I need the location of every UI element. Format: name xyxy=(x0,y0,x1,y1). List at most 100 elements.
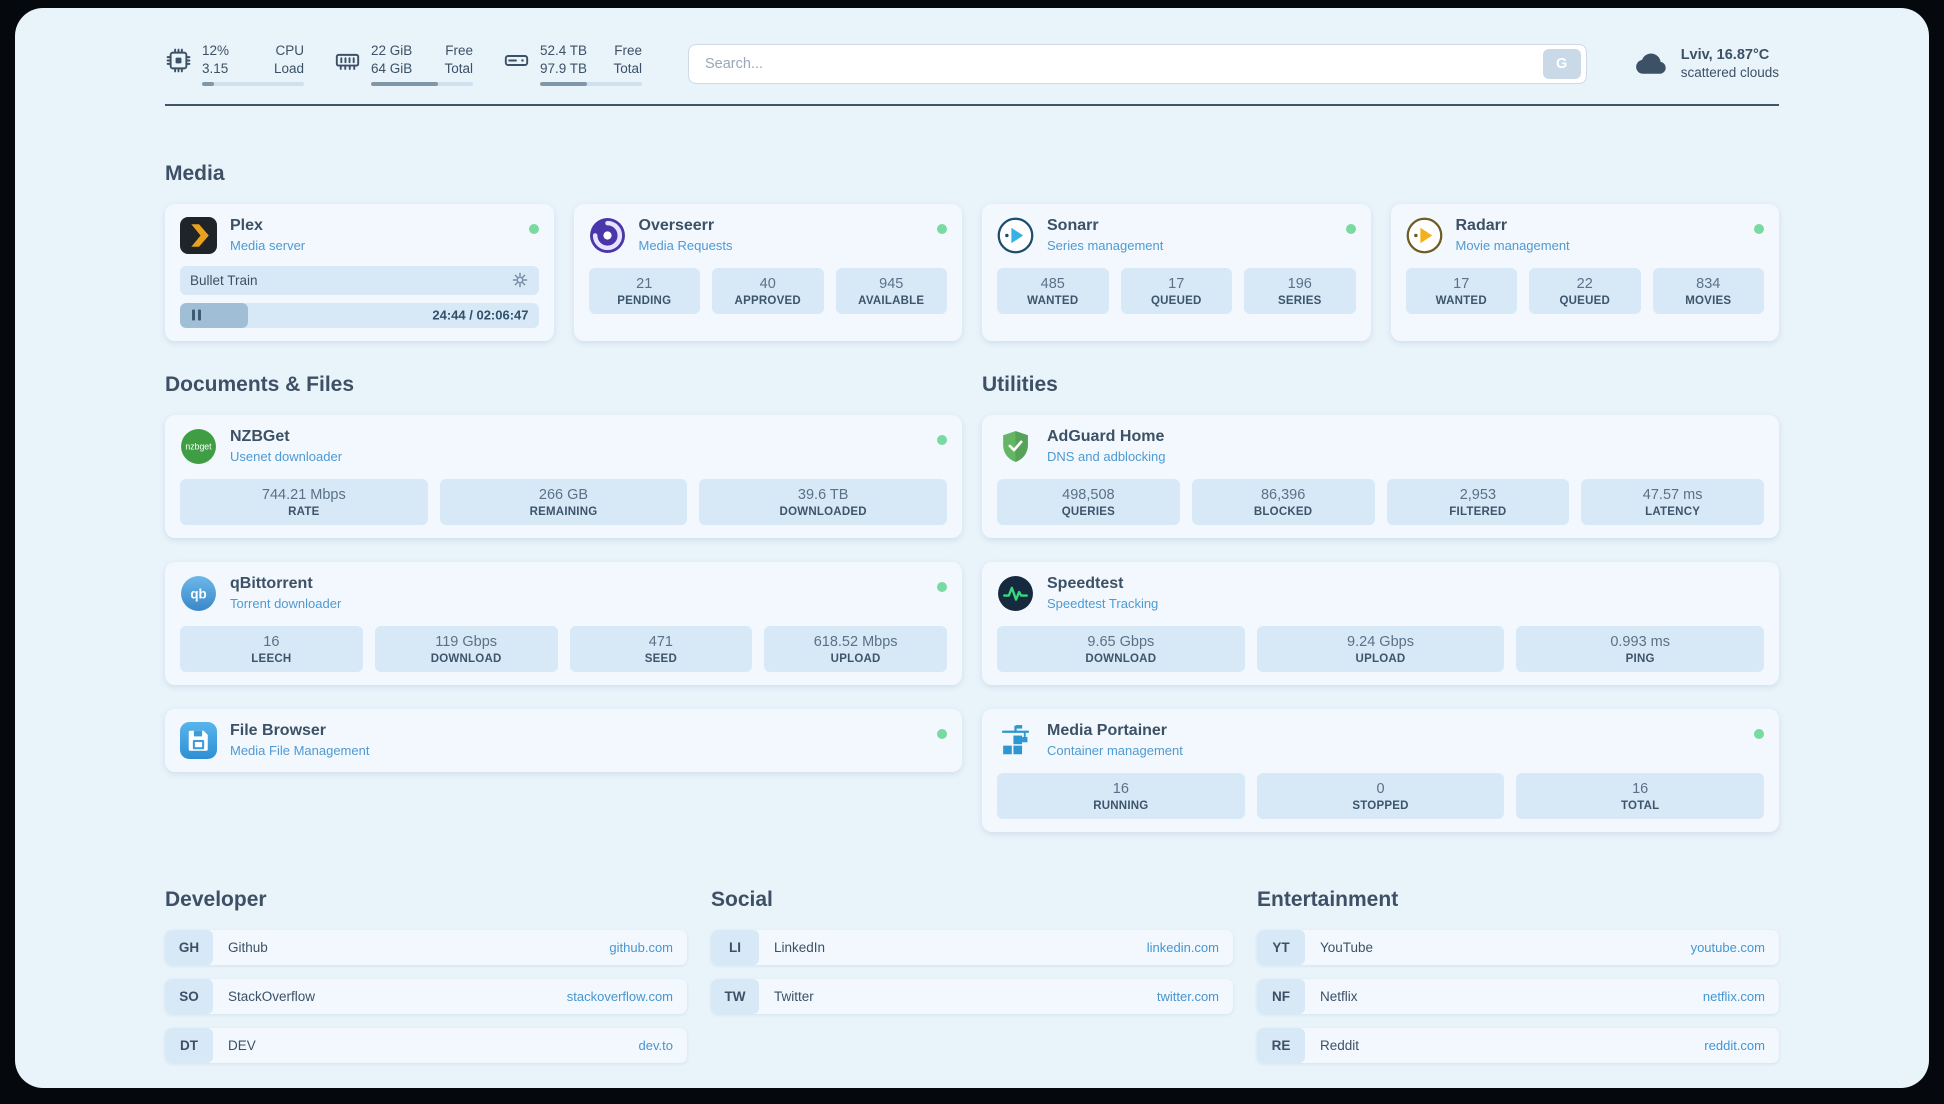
weather-widget: Lviv, 16.87°C scattered clouds xyxy=(1633,46,1779,82)
bookmark-url[interactable]: github.com xyxy=(609,939,673,955)
utilities-heading: Utilities xyxy=(982,372,1058,396)
card-title: qBittorrent xyxy=(230,575,313,593)
disk-monitor: 52.4 TB Free 97.9 TB Total xyxy=(503,42,642,86)
card-title: AdGuard Home xyxy=(1047,428,1165,446)
pause-icon[interactable] xyxy=(190,309,202,321)
disk-progress-bar xyxy=(540,81,642,86)
qbittorrent-logo-icon: qb xyxy=(180,575,217,612)
system-monitors: 12% CPU 3.15 Load 22 GiB Free xyxy=(165,42,642,86)
bookmark-netflix[interactable]: NF Netflix netflix.com xyxy=(1257,978,1779,1014)
bookmark-name: YouTube xyxy=(1320,939,1374,955)
bookmark-url[interactable]: youtube.com xyxy=(1690,939,1765,955)
nzbget-logo-icon: nzbget xyxy=(180,428,217,465)
bookmark-name: LinkedIn xyxy=(774,939,826,955)
card-nzbget[interactable]: nzbget NZBGet Usenet downloader 744.21 M… xyxy=(165,414,962,538)
card-portainer[interactable]: Media Portainer Container management 16 … xyxy=(982,708,1779,832)
status-dot xyxy=(1345,223,1356,234)
stat-latency: 47.57 ms LATENCY xyxy=(1581,478,1764,525)
bookmark-name: StackOverflow xyxy=(228,988,316,1004)
status-dot xyxy=(937,434,947,445)
bookmark-groups: Developer GH Github github.com SO StackO… xyxy=(165,888,1779,1087)
stat-available: 945 AVAILABLE xyxy=(835,267,947,314)
bookmark-name: Github xyxy=(228,939,268,955)
card-title: Plex xyxy=(230,217,263,235)
sonarr-logo-icon xyxy=(997,217,1034,254)
card-subtitle: DNS and adblocking xyxy=(1047,449,1166,465)
bookmark-url[interactable]: stackoverflow.com xyxy=(566,988,673,1004)
card-title: Radarr xyxy=(1455,217,1508,235)
weather-location: Lviv, 16.87°C xyxy=(1680,47,1770,64)
status-dot xyxy=(937,728,947,739)
card-title: Media Portainer xyxy=(1047,722,1168,740)
cpu-monitor: 12% CPU 3.15 Load xyxy=(165,42,304,86)
content: 12% CPU 3.15 Load 22 GiB Free xyxy=(165,8,1779,1087)
card-overseerr[interactable]: Overseerr Media Requests 21 PENDING 40 A… xyxy=(573,203,962,341)
memory-total-label: Total xyxy=(444,60,473,76)
bookmark-abbr: GH xyxy=(165,929,213,965)
bookmark-twitter[interactable]: TW Twitter twitter.com xyxy=(711,978,1233,1014)
card-sonarr[interactable]: Sonarr Series management 485 WANTED 17 Q… xyxy=(982,203,1371,341)
bookmark-url[interactable]: netflix.com xyxy=(1702,988,1765,1004)
bookmark-url[interactable]: reddit.com xyxy=(1704,1037,1765,1053)
entertainment-heading: Entertainment xyxy=(1257,887,1399,911)
stat-stopped: 0 STOPPED xyxy=(1256,772,1505,819)
now-playing-bar: Bullet Train xyxy=(180,265,539,295)
section-documents: Documents & Files nzbget NZBGet Usenet d… xyxy=(165,373,962,772)
bookmark-url[interactable]: twitter.com xyxy=(1156,988,1219,1004)
card-subtitle: Movie management xyxy=(1455,238,1570,254)
status-dot xyxy=(1754,728,1764,739)
stat-download: 119 Gbps DOWNLOAD xyxy=(374,625,558,672)
bookmark-abbr: NF xyxy=(1257,978,1305,1014)
bookmark-url[interactable]: dev.to xyxy=(638,1037,673,1053)
memory-progress-fill xyxy=(371,81,439,86)
disk-total: 97.9 TB xyxy=(540,60,588,76)
media-cards: Plex Media server Bullet Train xyxy=(165,203,1779,341)
search-input[interactable] xyxy=(689,55,1543,72)
svg-text:qb: qb xyxy=(190,586,206,601)
stat-wanted: 485 WANTED xyxy=(997,267,1109,314)
bookmark-youtube[interactable]: YT YouTube youtube.com xyxy=(1257,929,1779,965)
cpu-percent: 12% xyxy=(202,43,230,58)
card-filebrowser[interactable]: File Browser Media File Management xyxy=(165,708,962,772)
bookmark-abbr: YT xyxy=(1257,929,1305,965)
card-qbittorrent[interactable]: qb qBittorrent Torrent downloader 16 xyxy=(165,561,962,685)
search-provider-button[interactable]: G xyxy=(1542,48,1581,79)
memory-free: 22 GiB xyxy=(371,43,413,58)
bookmark-abbr: LI xyxy=(711,929,759,965)
bookmark-dev[interactable]: DT DEV dev.to xyxy=(165,1027,687,1063)
speedtest-logo-icon xyxy=(997,575,1034,612)
stat-queued: 22 QUEUED xyxy=(1529,267,1641,314)
card-subtitle: Media Requests xyxy=(638,238,733,254)
two-column-sections: Documents & Files nzbget NZBGet Usenet d… xyxy=(165,373,1779,832)
cpu-progress-bar xyxy=(202,81,304,86)
cpu-progress-fill xyxy=(202,81,215,86)
overseerr-logo-icon xyxy=(589,217,626,254)
bookmark-stackoverflow[interactable]: SO StackOverflow stackoverflow.com xyxy=(165,978,687,1014)
stat-approved: 40 APPROVED xyxy=(712,267,824,314)
card-title: Speedtest xyxy=(1047,575,1124,593)
bookmark-github[interactable]: GH Github github.com xyxy=(165,929,687,965)
bookmark-reddit[interactable]: RE Reddit reddit.com xyxy=(1257,1027,1779,1063)
bookmark-linkedin[interactable]: LI LinkedIn linkedin.com xyxy=(711,929,1233,965)
stat-remaining: 266 GB REMAINING xyxy=(439,478,688,525)
stat-download: 9.65 Gbps DOWNLOAD xyxy=(997,625,1245,672)
hard-drive-icon xyxy=(503,47,530,74)
card-radarr[interactable]: Radarr Movie management 17 WANTED 22 QUE… xyxy=(1390,203,1779,341)
group-entertainment: Entertainment YT YouTube youtube.com NF … xyxy=(1257,888,1779,1063)
bookmark-url[interactable]: linkedin.com xyxy=(1146,939,1219,955)
playback-progress-bar: 24:44 / 02:06:47 xyxy=(180,302,539,328)
status-dot xyxy=(1754,223,1764,234)
bookmark-name: Netflix xyxy=(1320,988,1358,1004)
bookmark-abbr: TW xyxy=(711,978,759,1014)
card-speedtest[interactable]: Speedtest Speedtest Tracking 9.65 Gbps D… xyxy=(982,561,1779,685)
card-subtitle: Media server xyxy=(230,238,306,254)
card-adguard[interactable]: AdGuard Home DNS and adblocking 498,508 … xyxy=(982,414,1779,538)
now-playing-title: Bullet Train xyxy=(190,272,258,288)
card-plex[interactable]: Plex Media server Bullet Train xyxy=(165,203,554,341)
cloud-icon xyxy=(1633,46,1669,82)
topbar: 12% CPU 3.15 Load 22 GiB Free xyxy=(165,42,1779,86)
disk-total-label: Total xyxy=(613,60,642,76)
card-title: NZBGet xyxy=(230,428,290,446)
gear-icon[interactable] xyxy=(511,271,529,289)
stat-total: 16 TOTAL xyxy=(1516,772,1765,819)
